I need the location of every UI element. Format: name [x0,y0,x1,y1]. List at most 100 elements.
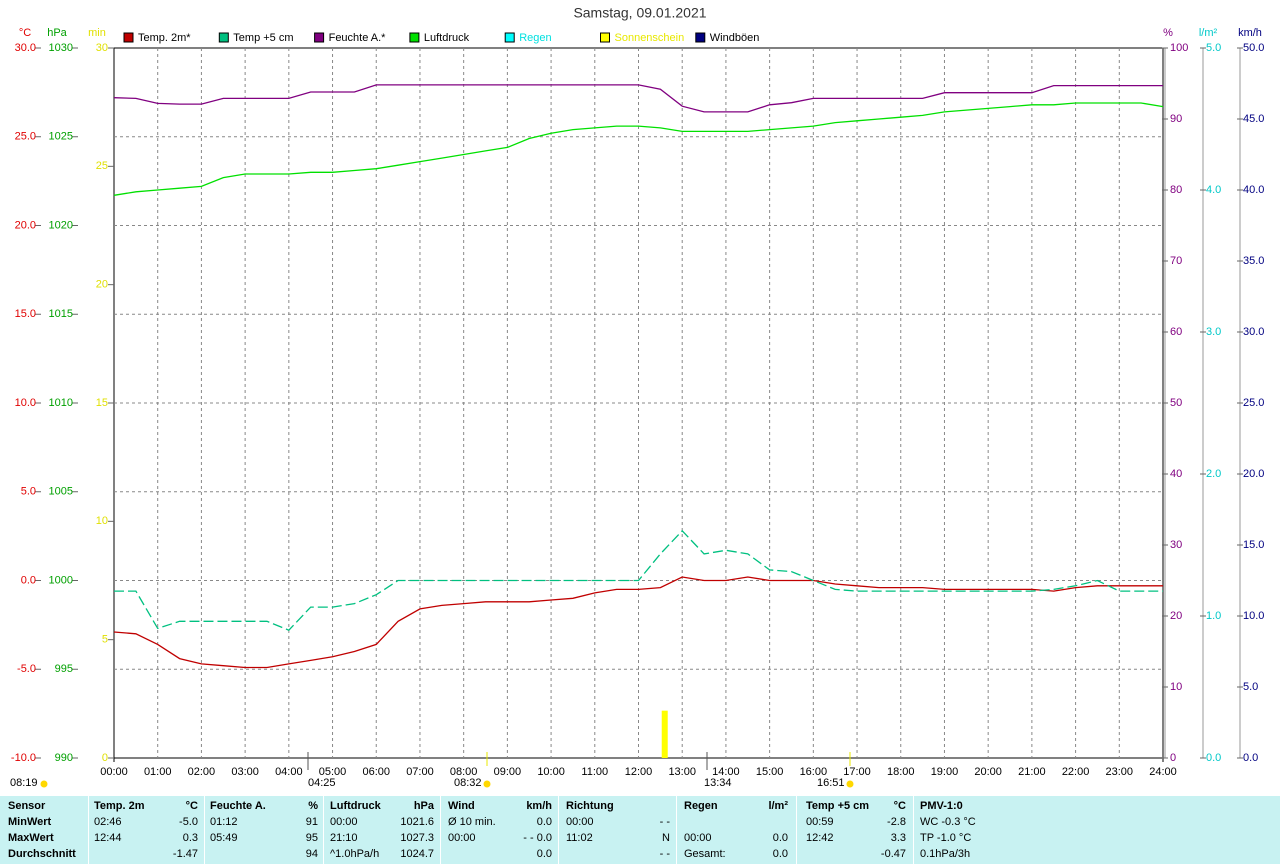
y-tick-label: 995 [55,663,73,675]
marker-label: 04:25 [308,777,336,789]
y-tick-label: 15.0 [1243,539,1264,551]
legend-label: Temp. 2m* [138,32,191,44]
marker-label: 13:34 [704,777,732,789]
x-tick-label: 19:00 [931,766,959,778]
column-title: PMV-1:0 [920,800,963,812]
chart: Samstag, 09.01.2021 08:19 04:25 08:32 13… [10,5,1264,789]
column-unit: hPa [413,800,434,812]
cell-time: 11:02 [566,832,593,844]
sun-dot [846,780,854,788]
y-tick-label: 0.0 [1206,752,1221,764]
y-tick-label: 5 [102,634,108,646]
axis-unit: °C [19,27,31,39]
x-tick-label: 09:00 [494,766,522,778]
y-tick-label: 10.0 [1243,610,1264,622]
column-separator [676,796,677,864]
y-tick-label: 5.0 [21,486,36,498]
cell-value: 95 [305,832,318,844]
legend-swatch [504,32,515,43]
column-title: Feuchte A. [210,800,266,812]
cell-time: 21:10 [330,832,358,844]
y-tick-label: 5.0 [1206,42,1221,54]
column-unit: km/h [526,800,552,812]
legend-swatch [218,32,229,43]
y-tick-label: 30.0 [1243,326,1264,338]
legend-swatch [409,32,420,43]
sun-dot [40,780,48,788]
y-tick-label: 10.0 [15,397,36,409]
cell-time: 12:42 [806,832,834,844]
y-tick-label: 0.0 [21,574,36,586]
y-tick-label: -5.0 [17,663,36,675]
column-separator [88,796,89,864]
axis-unit: % [1163,27,1173,39]
y-tick-label: 1015 [49,308,73,320]
cell-time: 00:00 [448,832,476,844]
axis-unit: km/h [1238,27,1262,39]
cell-value: 0.0 [536,848,552,860]
x-tick-label: 07:00 [406,766,434,778]
y-tick-label: 50.0 [1243,42,1264,54]
y-tick-label: 70 [1170,255,1182,267]
column-title: Wind [448,800,475,812]
column-separator [558,796,559,864]
cell-time: 00:59 [806,816,834,828]
x-tick-label: 24:00 [1149,766,1177,778]
column-unit: l/m² [768,800,788,812]
cell-value: -1.47 [172,848,198,860]
y-tick-label: 40 [1170,468,1182,480]
y-tick-label: 990 [55,752,73,764]
legend-swatch [600,32,610,43]
cell-value: 94 [305,848,318,860]
marker-label: 16:51 [817,777,845,789]
y-tick-label: 30.0 [15,42,36,54]
x-tick-label: 01:00 [144,766,172,778]
y-tick-label: 1.0 [1206,610,1221,622]
cell-time: 05:49 [210,832,238,844]
cell-value: 1021.6 [400,816,434,828]
x-tick-label: 03:00 [231,766,259,778]
column-title: Temp +5 cm [806,800,870,812]
x-tick-label: 10:00 [537,766,565,778]
x-tick-label: 05:00 [319,766,347,778]
cell-value: 0.0 [772,848,788,860]
legend-label: Regen [519,32,551,44]
x-tick-label: 20:00 [974,766,1002,778]
cell-time: 12:44 [94,832,122,844]
y-tick-label: 20 [96,279,108,291]
y-tick-label: 15.0 [15,308,36,320]
marker-label: 08:32 [454,777,482,789]
y-tick-label: 4.0 [1206,184,1221,196]
line-series [113,576,1163,669]
axis-unit: l/m² [1199,27,1218,39]
x-tick-label: 18:00 [887,766,915,778]
marker-label: 08:19 [10,777,38,789]
y-tick-label: 0.0 [1243,752,1258,764]
x-tick-label: 02:00 [188,766,216,778]
column-unit: % [308,800,318,812]
y-tick-label: 50 [1170,397,1182,409]
cell-value: 1024.7 [400,848,434,860]
y-tick-label: 1025 [49,131,73,143]
cell-value: - - [659,816,670,828]
x-tick-label: 06:00 [362,766,390,778]
x-tick-label: 12:00 [625,766,653,778]
cell-value: 1027.3 [400,832,434,844]
cell-value: TP -1.0 °C [920,832,972,844]
cell-value: - - 0.0 [523,832,552,844]
cell-value: 0.3 [182,832,198,844]
column-title: Luftdruck [330,800,381,812]
y-tick-label: 1030 [49,42,73,54]
y-tick-label: 90 [1170,113,1182,125]
cell-value: 91 [305,816,318,828]
row-label: MaxWert [8,832,54,844]
x-tick-label: 17:00 [843,766,871,778]
legend-label: Luftdruck [424,32,470,44]
cell-time: 01:12 [210,816,238,828]
cell-time: Gesamt: [684,848,726,860]
y-tick-label: 20.0 [15,219,36,231]
cell-value: N [662,832,670,844]
cell-time: 00:00 [684,832,712,844]
column-title: Richtung [566,800,614,812]
y-tick-label: 1000 [49,574,73,586]
